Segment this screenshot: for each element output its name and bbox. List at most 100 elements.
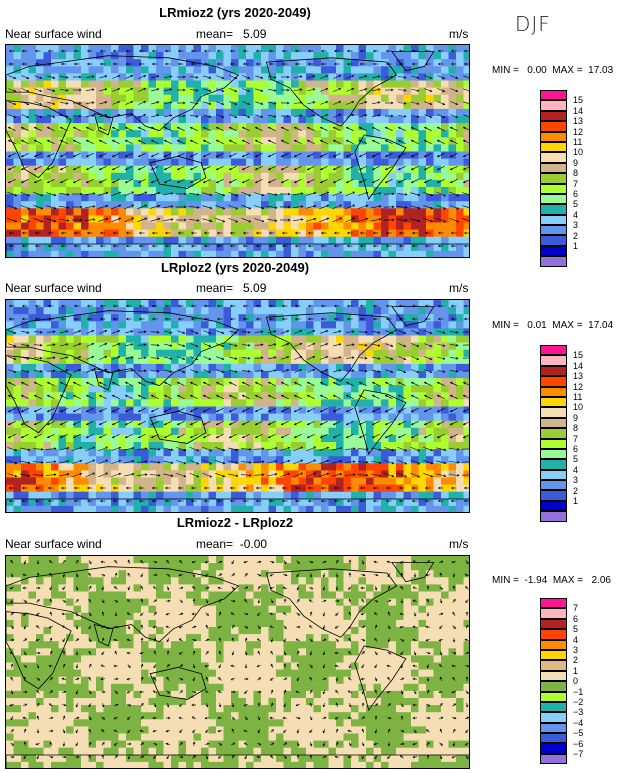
field-cell — [373, 116, 382, 124]
field-cell — [43, 179, 52, 188]
field-cell — [58, 463, 67, 471]
wind-arrow-head — [105, 204, 109, 208]
wind-arrow — [333, 179, 341, 183]
field-cell — [66, 45, 75, 53]
field-cell — [358, 413, 367, 422]
field-cell — [163, 108, 172, 117]
field-cell — [58, 300, 67, 308]
field-cell — [103, 201, 112, 209]
field-cell — [36, 80, 45, 89]
variable-label: Near surface wind — [5, 281, 102, 295]
wind-arrow-head — [398, 62, 402, 66]
field-cell — [13, 434, 22, 443]
field-cell — [81, 194, 90, 202]
wind-arrow — [424, 127, 432, 131]
field-cell — [171, 477, 180, 486]
field-cell — [178, 434, 187, 443]
field-cell — [186, 201, 195, 209]
field-cell — [6, 130, 15, 138]
field-cell — [366, 449, 375, 457]
field-cell — [171, 187, 180, 195]
field-cell — [28, 321, 37, 329]
field-cell — [366, 342, 375, 351]
field-cell — [336, 87, 345, 96]
field-cell — [193, 371, 202, 379]
wind-arrow — [307, 114, 315, 118]
field-cell — [321, 434, 330, 443]
field-cell — [276, 87, 285, 96]
field-cell — [126, 179, 135, 188]
field-cell — [403, 491, 412, 500]
field-cell — [43, 413, 52, 422]
field-cell — [418, 442, 427, 450]
wind-arrow — [203, 153, 211, 157]
wind-arrow-head — [378, 192, 382, 195]
field-cell — [66, 321, 75, 329]
field-cell — [133, 342, 142, 351]
wind-arrow-head — [332, 154, 336, 158]
field-cell — [148, 363, 157, 372]
field-cell — [351, 491, 360, 500]
field-cell — [291, 236, 300, 245]
field-cell — [28, 222, 37, 231]
field-cell — [253, 505, 262, 512]
wind-arrow-head — [455, 76, 459, 79]
field-cell — [231, 179, 240, 188]
field-cell — [13, 52, 22, 60]
field-cell — [208, 363, 217, 372]
field-cell — [66, 229, 75, 238]
field-cell — [313, 378, 322, 386]
field-cell — [178, 378, 187, 386]
wind-arrow — [463, 114, 469, 117]
field-cell — [456, 442, 465, 450]
wind-arrow — [59, 205, 69, 209]
wind-arrow-head — [117, 88, 121, 91]
field-cell — [163, 101, 172, 110]
wind-arrow-head — [157, 191, 161, 195]
field-cell — [58, 449, 67, 457]
field-cell — [88, 498, 97, 507]
field-cell — [88, 442, 97, 450]
field-cell — [343, 363, 352, 372]
field-cell — [118, 371, 127, 379]
field-cell — [336, 434, 345, 443]
field-cell — [373, 321, 382, 329]
wind-arrow — [385, 179, 393, 183]
field-cell — [403, 456, 412, 464]
wind-arrow-head — [280, 139, 284, 143]
field-cell — [426, 101, 435, 110]
field-cell — [6, 321, 15, 329]
field-cell — [141, 505, 150, 512]
field-cell — [223, 208, 232, 216]
field-cell — [6, 449, 15, 457]
field-cell — [13, 130, 22, 138]
wind-arrow-head — [397, 167, 401, 171]
field-cell — [88, 434, 97, 443]
field-cell — [358, 80, 367, 89]
wind-arrow — [241, 191, 251, 197]
field-cell — [216, 349, 225, 358]
field-cell — [306, 45, 315, 53]
field-cell — [201, 385, 210, 393]
wind-arrow-head — [66, 219, 70, 222]
field-cell — [193, 215, 202, 224]
wind-arrow-head — [346, 244, 350, 248]
field-cell — [216, 484, 225, 493]
wind-arrow — [99, 75, 107, 79]
field-cell — [96, 335, 105, 344]
field-cell — [141, 434, 150, 443]
wind-arrow-head — [268, 231, 272, 235]
field-cell — [223, 427, 232, 436]
field-cell — [321, 229, 330, 238]
legend-swatch-row — [540, 256, 595, 267]
field-cell — [73, 505, 82, 512]
field-cell — [103, 442, 112, 450]
field-cell — [163, 371, 172, 379]
field-cell — [343, 101, 352, 110]
field-cell — [343, 59, 352, 67]
field-cell — [111, 130, 120, 138]
wind-arrow — [463, 101, 469, 104]
field-cell — [366, 52, 375, 60]
field-cell — [366, 137, 375, 145]
field-cell — [276, 66, 285, 74]
